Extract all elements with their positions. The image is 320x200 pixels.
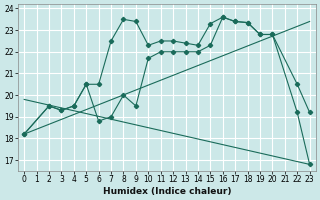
X-axis label: Humidex (Indice chaleur): Humidex (Indice chaleur) <box>103 187 231 196</box>
